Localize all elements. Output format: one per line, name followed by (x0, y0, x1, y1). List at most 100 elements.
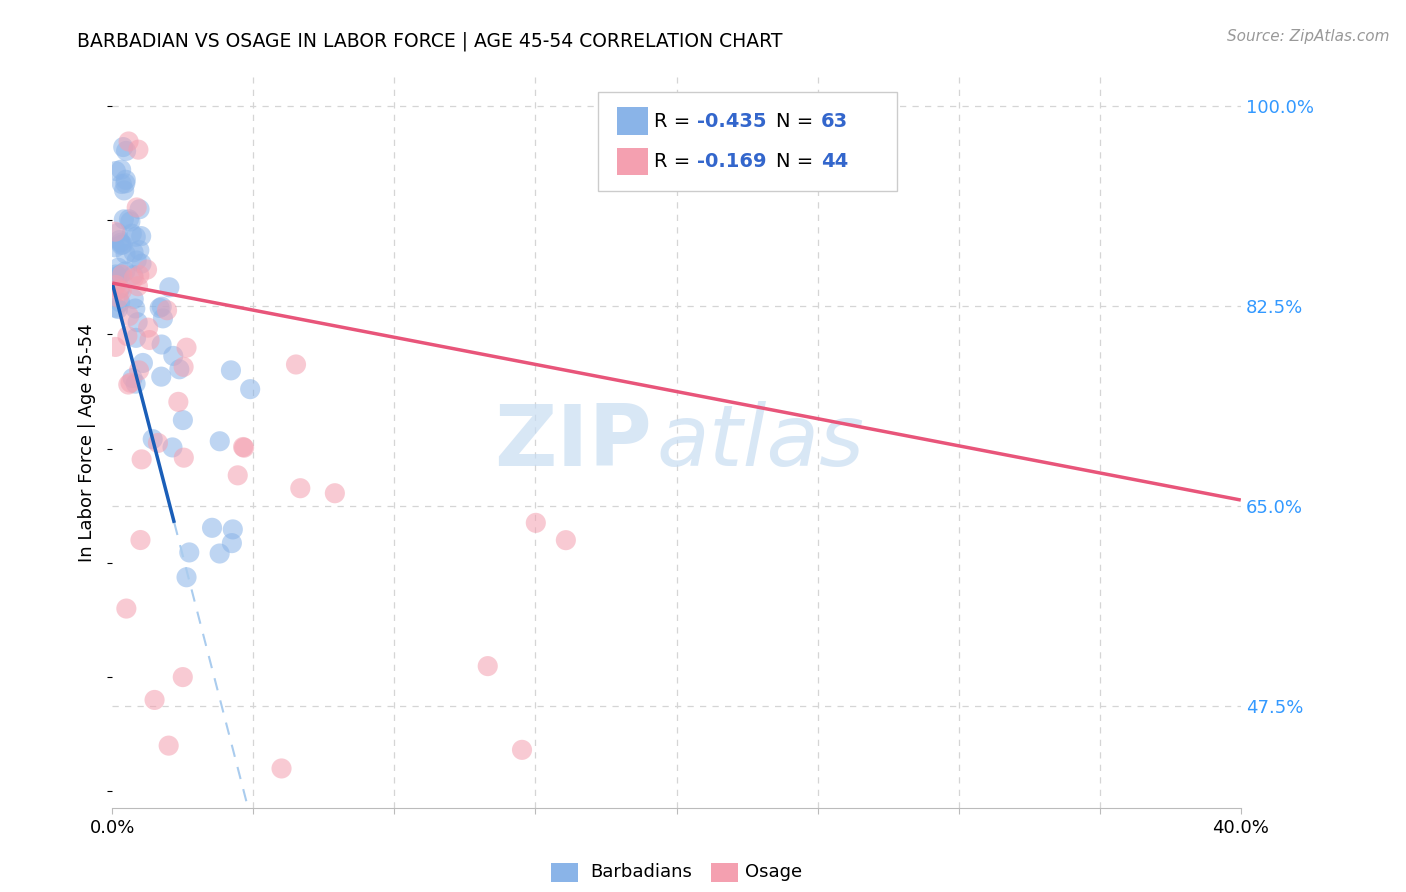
Text: -0.435: -0.435 (697, 112, 766, 131)
Point (124, 376, 146, 391)
Point (107, 291, 129, 305)
Point (477, 659, 499, 673)
Point (290, 481, 312, 495)
Point (128, 243, 150, 257)
Point (127, 315, 149, 329)
Text: atlas: atlas (657, 401, 865, 484)
Point (129, 533, 152, 547)
Text: ZIP: ZIP (494, 401, 652, 484)
Point (172, 670, 194, 684)
Point (270, 762, 292, 776)
Point (128, 268, 150, 282)
Text: 44: 44 (821, 152, 848, 171)
Point (121, 227, 143, 241)
Point (117, 135, 139, 149)
Point (239, 382, 262, 396)
Point (108, 282, 131, 296)
Text: 63: 63 (821, 112, 848, 131)
Point (124, 301, 146, 316)
Point (114, 173, 136, 187)
Point (104, 277, 127, 292)
Point (107, 226, 129, 240)
Point (104, 301, 127, 315)
Y-axis label: In Labor Force | Age 45-54: In Labor Force | Age 45-54 (79, 324, 96, 562)
Point (115, 601, 138, 615)
Point (138, 333, 160, 347)
Point (142, 432, 165, 446)
Point (104, 268, 127, 282)
Point (156, 303, 179, 318)
Point (222, 523, 245, 537)
Point (122, 271, 145, 285)
Point (107, 269, 129, 284)
Point (172, 413, 194, 427)
Point (121, 371, 143, 385)
Point (110, 235, 132, 250)
Point (128, 202, 150, 217)
Point (132, 356, 155, 370)
Point (112, 183, 135, 197)
Point (167, 395, 190, 409)
Text: N =: N = (776, 152, 820, 171)
Point (110, 162, 132, 177)
Point (157, 739, 180, 753)
FancyBboxPatch shape (617, 147, 648, 176)
Point (118, 309, 141, 323)
Point (201, 521, 224, 535)
Point (122, 245, 145, 260)
Text: R =: R = (654, 152, 696, 171)
Point (111, 237, 134, 252)
Point (221, 536, 243, 550)
Point (128, 363, 150, 377)
Text: Barbadians: Barbadians (591, 863, 692, 881)
Point (110, 268, 132, 282)
Point (143, 693, 166, 707)
Point (173, 450, 195, 465)
Text: R =: R = (654, 112, 696, 131)
Point (208, 547, 231, 561)
Point (125, 253, 148, 268)
Point (136, 262, 159, 277)
FancyBboxPatch shape (598, 92, 897, 191)
Point (162, 441, 184, 455)
Point (122, 292, 145, 306)
Point (146, 436, 169, 450)
Point (125, 331, 148, 345)
Point (179, 545, 201, 559)
Point (115, 144, 138, 158)
Text: BARBADIAN VS OSAGE IN LABOR FORCE | AGE 45-54 CORRELATION CHART: BARBADIAN VS OSAGE IN LABOR FORCE | AGE … (77, 31, 783, 51)
Point (104, 240, 127, 254)
Point (129, 229, 152, 244)
Point (131, 257, 153, 271)
Point (233, 441, 256, 455)
Text: N =: N = (776, 112, 820, 131)
Point (112, 212, 135, 227)
Point (162, 349, 184, 363)
Point (173, 359, 195, 374)
Point (117, 377, 139, 392)
Point (150, 337, 173, 351)
Point (150, 369, 173, 384)
Point (112, 140, 135, 154)
Point (176, 341, 198, 355)
Point (125, 201, 148, 215)
Point (125, 230, 148, 244)
Point (120, 214, 142, 228)
Point (108, 233, 131, 247)
Text: Source: ZipAtlas.com: Source: ZipAtlas.com (1226, 29, 1389, 44)
Point (104, 340, 127, 354)
Point (111, 177, 134, 191)
Point (152, 311, 174, 326)
Point (149, 301, 172, 315)
Point (136, 320, 159, 334)
Point (114, 264, 136, 278)
Text: -0.169: -0.169 (697, 152, 766, 171)
Point (524, 516, 547, 530)
Text: Osage: Osage (745, 863, 803, 881)
Point (554, 533, 576, 548)
Point (208, 434, 231, 449)
Point (114, 247, 136, 261)
Point (169, 362, 191, 376)
Point (285, 358, 308, 372)
Point (107, 260, 129, 275)
